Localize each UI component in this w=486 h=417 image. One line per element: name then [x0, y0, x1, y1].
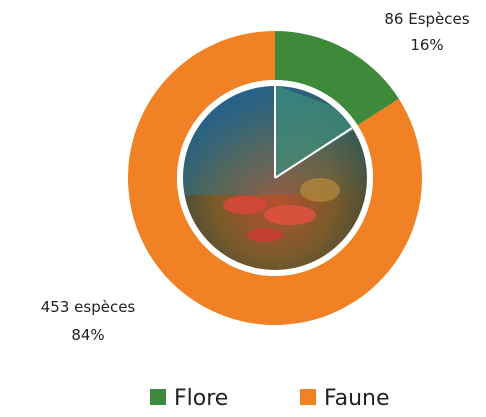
legend-label: Faune [324, 386, 390, 411]
legend: Flore Faune [150, 386, 390, 411]
chart: 86 Espèces 16% 453 espèces 84% Flore Faun… [0, 0, 486, 413]
data-label: 86 Espèces [384, 10, 469, 28]
data-label: 16% [410, 36, 443, 54]
data-label: 453 espèces [41, 298, 136, 316]
legend-swatch [300, 389, 316, 405]
data-label: 84% [71, 326, 104, 344]
legend-label: Flore [174, 386, 228, 411]
legend-swatch [150, 389, 166, 405]
